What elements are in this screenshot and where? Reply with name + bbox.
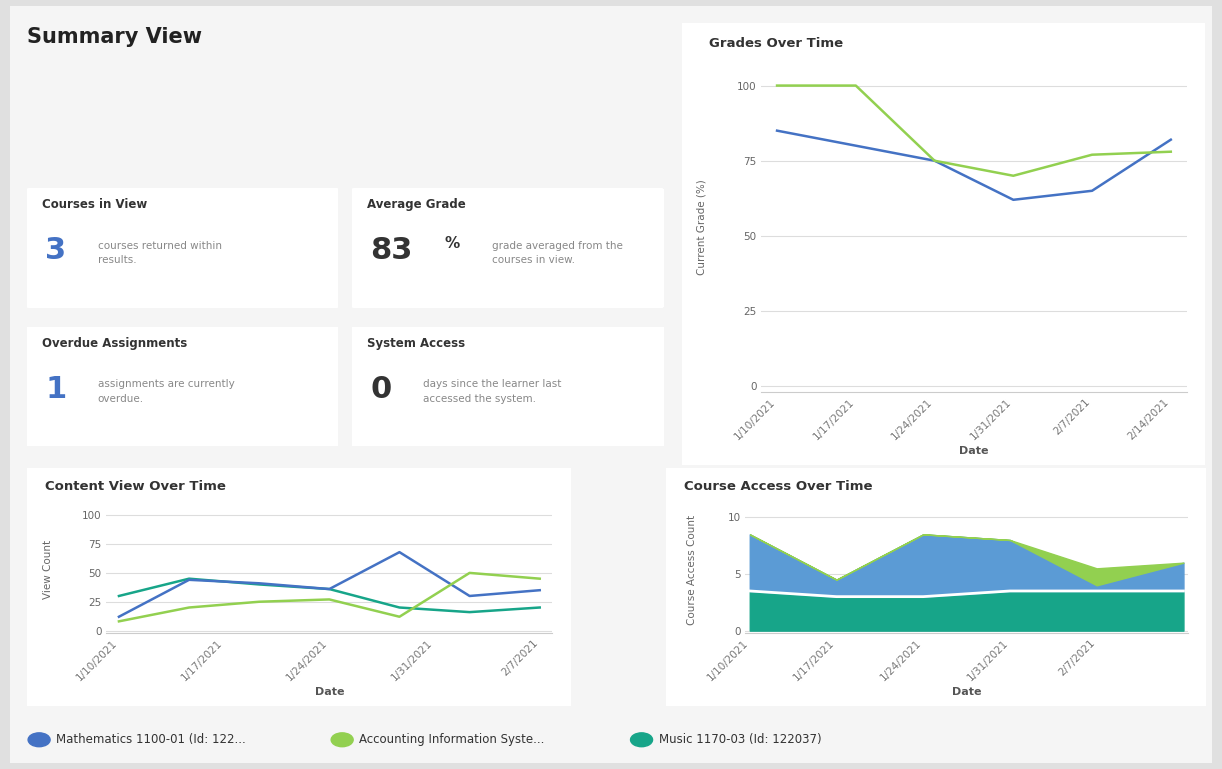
Text: Summary View: Summary View bbox=[27, 27, 202, 47]
Text: Mathematics 1100-01 (Id: 122...: Mathematics 1100-01 (Id: 122... bbox=[56, 734, 246, 746]
FancyBboxPatch shape bbox=[23, 325, 342, 448]
Text: 1: 1 bbox=[45, 375, 66, 404]
Text: Courses in View: Courses in View bbox=[42, 198, 147, 211]
FancyBboxPatch shape bbox=[4, 2, 1218, 767]
FancyBboxPatch shape bbox=[348, 325, 667, 448]
Text: grade averaged from the
courses in view.: grade averaged from the courses in view. bbox=[492, 241, 623, 265]
FancyBboxPatch shape bbox=[23, 187, 342, 309]
FancyBboxPatch shape bbox=[661, 465, 1211, 708]
FancyBboxPatch shape bbox=[677, 18, 1210, 470]
X-axis label: Date: Date bbox=[314, 687, 345, 697]
Text: Music 1170-03 (Id: 122037): Music 1170-03 (Id: 122037) bbox=[659, 734, 821, 746]
Text: 3: 3 bbox=[45, 236, 66, 265]
X-axis label: Date: Date bbox=[952, 687, 981, 697]
Text: Accounting Information Syste...: Accounting Information Syste... bbox=[359, 734, 545, 746]
X-axis label: Date: Date bbox=[959, 446, 989, 456]
FancyBboxPatch shape bbox=[22, 465, 576, 708]
Text: Course Access Over Time: Course Access Over Time bbox=[684, 480, 873, 493]
Y-axis label: Current Grade (%): Current Grade (%) bbox=[697, 179, 706, 275]
Text: 83: 83 bbox=[370, 236, 413, 265]
Text: Content View Over Time: Content View Over Time bbox=[45, 480, 226, 493]
FancyBboxPatch shape bbox=[348, 187, 667, 309]
Text: days since the learner last
accessed the system.: days since the learner last accessed the… bbox=[423, 379, 561, 404]
Text: assignments are currently
overdue.: assignments are currently overdue. bbox=[98, 379, 235, 404]
Text: Average Grade: Average Grade bbox=[367, 198, 466, 211]
Text: 0: 0 bbox=[370, 375, 391, 404]
Y-axis label: Course Access Count: Course Access Count bbox=[687, 514, 697, 624]
Text: System Access: System Access bbox=[367, 337, 464, 350]
Text: Overdue Assignments: Overdue Assignments bbox=[42, 337, 187, 350]
Text: %: % bbox=[445, 236, 459, 251]
Text: Grades Over Time: Grades Over Time bbox=[709, 37, 843, 50]
Y-axis label: View Count: View Count bbox=[43, 540, 53, 599]
Text: courses returned within
results.: courses returned within results. bbox=[98, 241, 221, 265]
